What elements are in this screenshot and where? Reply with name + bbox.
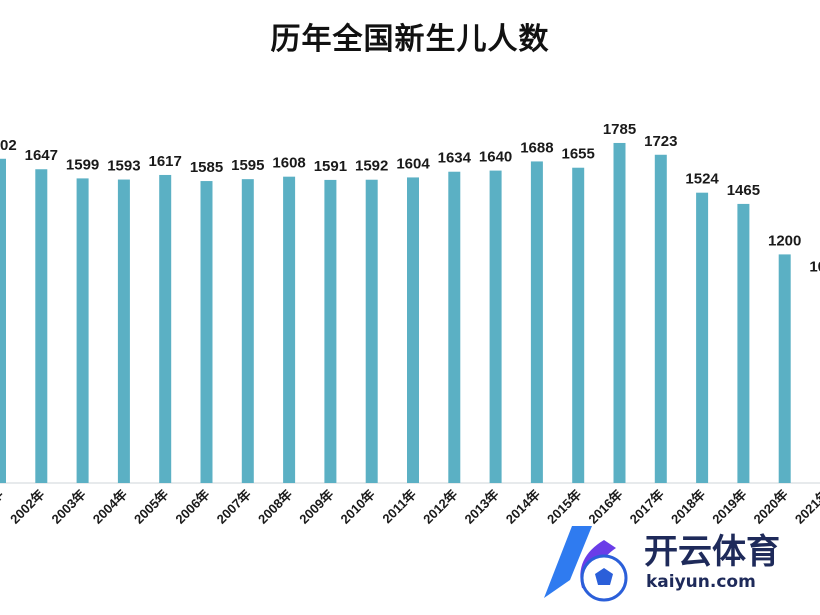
bar xyxy=(572,167,585,483)
data-label: 1592 xyxy=(355,158,388,175)
bar xyxy=(0,158,6,484)
data-label: 1655 xyxy=(562,146,595,163)
data-label: 1465 xyxy=(727,182,760,199)
data-label: 1647 xyxy=(25,147,58,164)
bar xyxy=(613,142,626,483)
x-tick-label: 2010年 xyxy=(338,487,378,527)
x-tick-label: 2003年 xyxy=(48,487,88,527)
x-tick-label: 2006年 xyxy=(172,487,212,527)
data-label: 1702 xyxy=(0,137,17,154)
x-tick-label: 2007年 xyxy=(214,487,254,527)
bar xyxy=(200,181,213,483)
x-tick-label: 2009年 xyxy=(296,487,336,527)
bar xyxy=(365,179,378,483)
data-label: 1617 xyxy=(149,153,182,170)
x-tick-label: 2002年 xyxy=(7,487,47,527)
watermark: 开云体育 kaiyun.com xyxy=(534,518,814,610)
bar xyxy=(448,171,461,483)
data-label: 1062 xyxy=(809,259,820,276)
watermark-url: kaiyun.com xyxy=(646,572,756,592)
x-tick-label: 2004年 xyxy=(90,487,130,527)
bar xyxy=(654,154,667,483)
bar xyxy=(737,203,750,484)
data-label: 1608 xyxy=(272,155,305,172)
data-label: 1200 xyxy=(768,232,801,249)
x-tick-label: 2012年 xyxy=(420,487,460,527)
data-label: 1785 xyxy=(603,121,636,138)
x-tick-label: 2001年 xyxy=(0,487,6,527)
data-label: 1595 xyxy=(231,157,264,174)
bar xyxy=(159,174,172,484)
x-tick-label: 2013年 xyxy=(461,487,501,527)
data-label: 1688 xyxy=(520,139,553,156)
data-label: 1593 xyxy=(107,158,140,175)
bar xyxy=(76,178,89,483)
bar xyxy=(283,176,296,483)
data-label: 1634 xyxy=(438,150,472,167)
data-label: 1585 xyxy=(190,159,223,176)
bar xyxy=(35,169,48,483)
bar xyxy=(778,254,791,483)
bar xyxy=(117,179,130,483)
data-label: 1723 xyxy=(644,133,677,150)
data-label: 1640 xyxy=(479,149,512,166)
bar xyxy=(407,177,419,484)
data-label: 1524 xyxy=(685,171,719,188)
bar xyxy=(696,192,709,484)
data-label: 1604 xyxy=(396,155,430,172)
x-tick-label: 2005年 xyxy=(131,487,171,527)
data-label: 1599 xyxy=(66,156,99,173)
chart-title: 历年全国新生儿人数 xyxy=(270,22,550,57)
watermark-brand: 开云体育 xyxy=(644,532,780,572)
data-label: 1591 xyxy=(314,158,347,175)
x-tick-label: 2008年 xyxy=(255,487,295,527)
bar xyxy=(489,170,502,483)
bar xyxy=(530,161,543,483)
soccer-ball-logo-icon xyxy=(544,526,628,602)
x-tick-label: 2011年 xyxy=(379,487,419,527)
bar xyxy=(241,179,254,483)
bar xyxy=(324,179,337,484)
